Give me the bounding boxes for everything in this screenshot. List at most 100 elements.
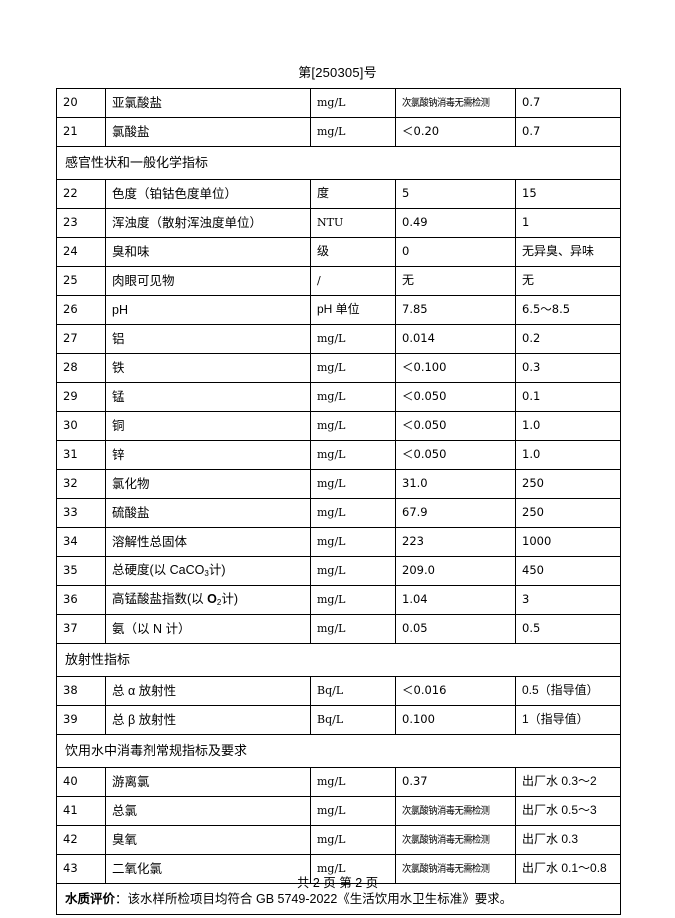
table-row: 23 浑浊度（散射浑浊度单位） NTU 0.49 1	[56, 208, 621, 238]
table-row: 30 铜 mg/L ＜0.050 1.0	[56, 411, 621, 441]
table-row: 40 游离氯 mg/L 0.37 出厂水 0.3～2	[56, 767, 621, 797]
table-section-header: 感官性状和一般化学指标	[56, 146, 621, 180]
table-row: 20 亚氯酸盐 mg/L 次氯酸钠消毒无需检测 0.7	[56, 88, 621, 118]
test-result: 67.9	[395, 498, 516, 528]
standard-limit: 出厂水 0.3～2	[515, 767, 621, 797]
test-unit: mg/L	[310, 469, 396, 499]
table-row: 31 锌 mg/L ＜0.050 1.0	[56, 440, 621, 470]
water-quality-table: 20 亚氯酸盐 mg/L 次氯酸钠消毒无需检测 0.7 21 氯酸盐 mg/L ＜0.20 0.7…	[56, 88, 621, 915]
test-result: ＜0.050	[395, 411, 516, 441]
standard-limit: 1	[515, 208, 621, 238]
test-item-name: 锰	[105, 382, 311, 412]
test-unit: mg/L	[310, 117, 396, 147]
standard-limit: 1.0	[515, 440, 621, 470]
table-row: 25 肉眼可见物 / 无无	[56, 266, 621, 296]
test-item-name: 硫酸盐	[105, 498, 311, 528]
standard-limit: 0.7	[515, 88, 621, 118]
standard-limit: 0.7	[515, 117, 621, 147]
row-number: 20	[56, 88, 106, 118]
test-unit: mg/L	[310, 440, 396, 470]
test-item-name: 浑浊度（散射浑浊度单位）	[105, 208, 311, 238]
table-row: 21 氯酸盐 mg/L ＜0.20 0.7	[56, 117, 621, 147]
table-row: 41 总氯 mg/L 次氯酸钠消毒无需检测 出厂水 0.5～3	[56, 796, 621, 826]
row-number: 30	[56, 411, 106, 441]
test-result: 次氯酸钠消毒无需检测	[395, 854, 516, 884]
row-number: 21	[56, 117, 106, 147]
section-title: 感官性状和一般化学指标	[56, 146, 621, 180]
test-item-name: 氯酸盐	[105, 117, 311, 147]
standard-limit: 出厂水 0.3	[515, 825, 621, 855]
table-row: 36 高锰酸盐指数(以 O2计) mg/L 1.04 3	[56, 585, 621, 615]
test-item-name: 二氧化氯	[105, 854, 311, 884]
test-item-name: 锌	[105, 440, 311, 470]
row-number: 32	[56, 469, 106, 499]
table-row: 37 氨（以 N 计） mg/L 0.05 0.5	[56, 614, 621, 644]
test-item-name: 臭氧	[105, 825, 311, 855]
test-result: 0.49	[395, 208, 516, 238]
standard-limit: 0.5	[515, 614, 621, 644]
standard-limit: 出厂水 0.1～0.8	[515, 854, 621, 884]
table-row: 26 pH pH 单位 7.85 6.5～8.5	[56, 295, 621, 325]
test-item-name: 氯化物	[105, 469, 311, 499]
test-unit: mg/L	[310, 324, 396, 354]
row-number: 25	[56, 266, 106, 296]
row-number: 35	[56, 556, 106, 586]
row-number: 41	[56, 796, 106, 826]
row-number: 22	[56, 179, 106, 209]
test-unit: NTU	[310, 208, 396, 238]
row-number: 27	[56, 324, 106, 354]
test-result: 223	[395, 527, 516, 557]
test-item-name: 亚氯酸盐	[105, 88, 311, 118]
test-result: 31.0	[395, 469, 516, 499]
standard-limit: 无	[515, 266, 621, 296]
row-number: 39	[56, 705, 106, 735]
test-unit: Bq/L	[310, 705, 396, 735]
standard-limit: 450	[515, 556, 621, 586]
test-item-name: 肉眼可见物	[105, 266, 311, 296]
test-unit: pH 单位	[310, 295, 396, 325]
test-item-name: 溶解性总固体	[105, 527, 311, 557]
test-result: 0.05	[395, 614, 516, 644]
row-number: 31	[56, 440, 106, 470]
table-row: 29 锰 mg/L ＜0.050 0.1	[56, 382, 621, 412]
test-item-name: 铜	[105, 411, 311, 441]
row-number: 43	[56, 854, 106, 884]
test-result: 209.0	[395, 556, 516, 586]
test-result: 0.014	[395, 324, 516, 354]
test-unit: mg/L	[310, 767, 396, 797]
table-row: 35 总硬度(以 CaCO3计) mg/L 209.0 450	[56, 556, 621, 586]
table-row: 32 氯化物 mg/L 31.0 250	[56, 469, 621, 499]
standard-limit: 3	[515, 585, 621, 615]
row-number: 29	[56, 382, 106, 412]
row-number: 37	[56, 614, 106, 644]
table-row: 39 总 β 放射性 Bq/L 0.100 1（指导值）	[56, 705, 621, 735]
standard-limit: 250	[515, 498, 621, 528]
test-unit: 度	[310, 179, 396, 209]
table-row: 38 总 α 放射性 Bq/L ＜0.016 0.5（指导值）	[56, 676, 621, 706]
test-unit: mg/L	[310, 411, 396, 441]
assessment-body: ：该水样所检项目均符合 GB 5749-2022《生活饮用水卫生标准》要求。	[115, 891, 513, 906]
test-result: 次氯酸钠消毒无需检测	[395, 796, 516, 826]
test-unit: mg/L	[310, 796, 396, 826]
assessment-text: 水质评价：该水样所检项目均符合 GB 5749-2022《生活饮用水卫生标准》要…	[56, 883, 621, 915]
table-row: 42 臭氧 mg/L 次氯酸钠消毒无需检测 出厂水 0.3	[56, 825, 621, 855]
test-result: ＜0.050	[395, 382, 516, 412]
test-item-name: 氨（以 N 计）	[105, 614, 311, 644]
test-item-name: 游离氯	[105, 767, 311, 797]
test-item-name: 总硬度(以 CaCO3计)	[105, 556, 311, 586]
table-row: 22 色度（铂钴色度单位）度 5 15	[56, 179, 621, 209]
test-item-name: 铁	[105, 353, 311, 383]
section-title: 饮用水中消毒剂常规指标及要求	[56, 734, 621, 768]
row-number: 24	[56, 237, 106, 267]
test-result: ＜0.050	[395, 440, 516, 470]
table-row: 33 硫酸盐 mg/L 67.9 250	[56, 498, 621, 528]
test-unit: mg/L	[310, 498, 396, 528]
standard-limit: 1（指导值）	[515, 705, 621, 735]
table-row: 28 铁 mg/L ＜0.100 0.3	[56, 353, 621, 383]
test-item-name: pH	[105, 295, 311, 325]
test-item-name: 臭和味	[105, 237, 311, 267]
test-result: 次氯酸钠消毒无需检测	[395, 825, 516, 855]
standard-limit: 无异臭、异味	[515, 237, 621, 267]
test-item-name: 色度（铂钴色度单位）	[105, 179, 311, 209]
test-unit: mg/L	[310, 353, 396, 383]
